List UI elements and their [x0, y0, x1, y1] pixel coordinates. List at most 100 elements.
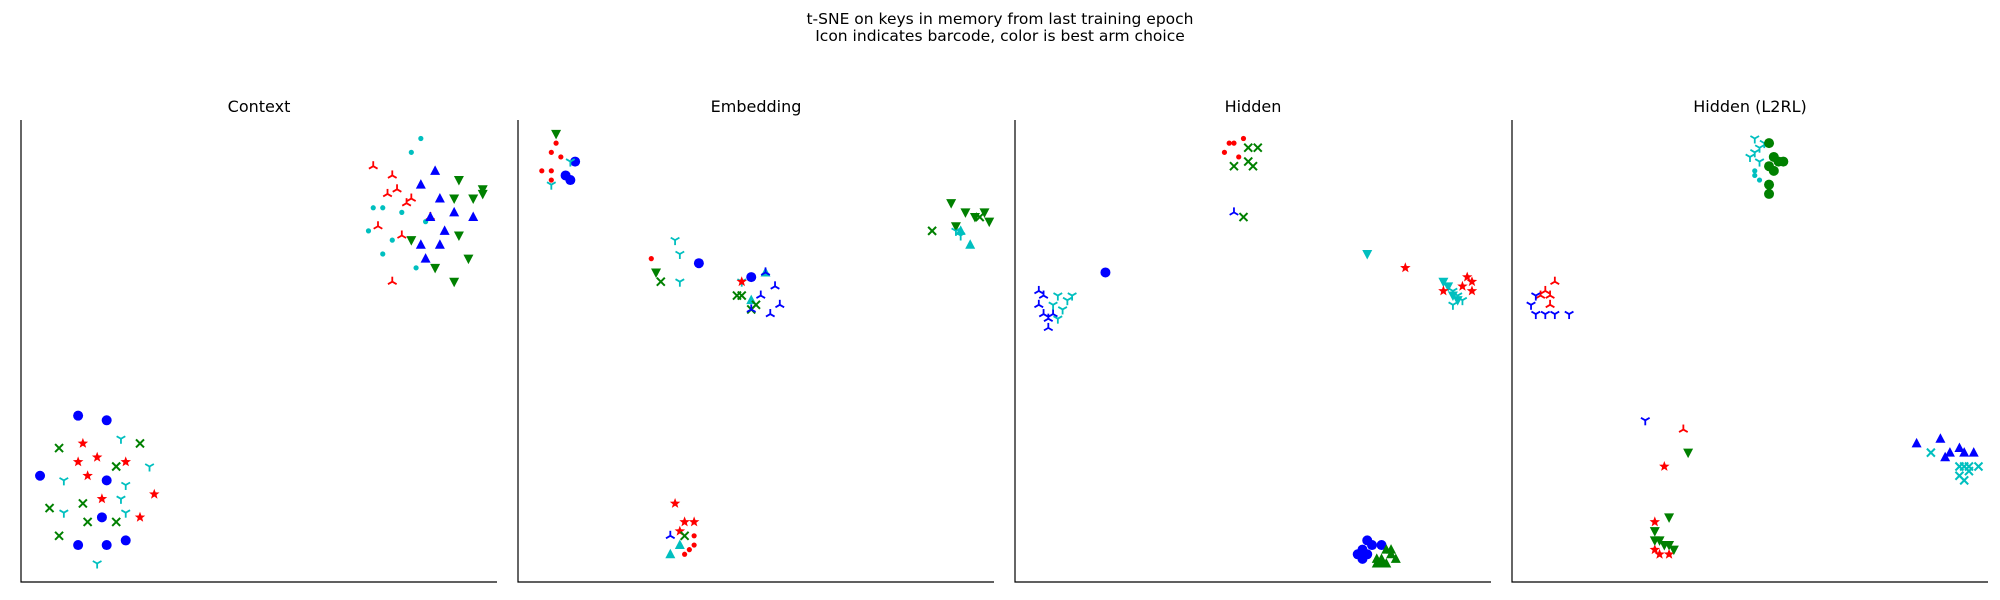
point-cyan-tri-down [1067, 292, 1077, 301]
point-cyan-triangle-down [1362, 249, 1373, 260]
point-green-x [111, 461, 121, 472]
point-green-x [656, 276, 666, 287]
point-cyan-triangle-up [674, 539, 685, 550]
point-cyan-tri-down [1053, 315, 1063, 324]
point-red-star [669, 498, 681, 508]
point-green-triangle-down [979, 208, 990, 218]
point-red-small-dot [682, 551, 688, 557]
point-green-triangle-down [449, 194, 460, 205]
point-red-tri-up [382, 188, 393, 198]
point-blue-tri-down [1531, 292, 1541, 301]
point-blue-tri-up [775, 299, 785, 309]
point-cyan-tri-down [1745, 153, 1755, 162]
point-green-triangle-down [453, 231, 464, 241]
point-red-tri-up [397, 230, 407, 239]
point-green-triangle-down [430, 263, 441, 274]
point-cyan-tri-down [120, 481, 131, 490]
scatter-points [1034, 135, 1478, 568]
point-red-small-dot [1226, 140, 1232, 146]
point-red-star [96, 493, 108, 504]
point-cyan-small-dot [399, 209, 405, 215]
point-cyan-small-dot [380, 251, 386, 257]
point-red-star [688, 516, 700, 527]
point-cyan-small-dot [380, 205, 386, 211]
point-red-star [149, 488, 160, 499]
point-red-small-dot [553, 140, 559, 146]
point-red-small-dot [691, 542, 697, 548]
point-red-tri-up [1678, 424, 1689, 433]
point-cyan-tri-down [1749, 135, 1760, 144]
point-blue-triangle-up [415, 179, 426, 189]
point-cyan-tri-down [670, 236, 680, 246]
point-cyan-triangle-up [955, 225, 966, 235]
point-red-star [1462, 271, 1473, 282]
point-cyan-tri-down [59, 509, 69, 518]
point-green-triangle-down [1649, 536, 1660, 546]
panel-hidden: Hidden [1014, 97, 1491, 583]
suptitle-line-1: t-SNE on keys in memory from last traini… [806, 10, 1193, 28]
point-blue-triangle-up [1935, 433, 1946, 443]
point-red-small-dot [686, 547, 692, 553]
point-cyan-tri-down [1448, 287, 1458, 296]
point-green-x [54, 443, 64, 453]
point-blue-tri-down [1640, 417, 1651, 426]
point-red-small-dot [539, 168, 545, 174]
point-red-star [134, 511, 146, 522]
point-green-triangle-up [1390, 553, 1401, 563]
point-red-tri-up [387, 170, 398, 179]
point-blue-circle [1376, 540, 1387, 551]
panel-title: Hidden (L2RL) [1693, 97, 1806, 116]
point-blue-circle [101, 540, 112, 551]
point-blue-tri-up [1048, 309, 1058, 318]
panel-context: Context [20, 97, 497, 583]
point-blue-tri-up [1034, 299, 1044, 309]
point-green-triangle-up [1381, 558, 1392, 568]
point-blue-circle [1367, 540, 1377, 551]
point-red-star [1400, 262, 1411, 273]
point-cyan-tri-down [1053, 292, 1063, 301]
point-blue-triangle-up [439, 225, 450, 235]
point-cyan-tri-down [1452, 292, 1463, 301]
point-cyan-triangle-down [1443, 282, 1454, 292]
point-blue-circle [73, 540, 84, 551]
point-blue-tri-up [1043, 322, 1054, 332]
point-green-x [82, 517, 93, 527]
axis-spines [1511, 120, 1988, 583]
point-blue-circle [96, 512, 107, 523]
point-green-triangle-down [960, 208, 971, 218]
point-blue-circle [120, 535, 131, 546]
point-blue-circle [565, 175, 576, 186]
point-blue-circle [570, 156, 581, 167]
point-blue-tri-up [1229, 207, 1239, 216]
point-red-tri-up [392, 184, 402, 193]
point-blue-triangle-up [449, 206, 460, 217]
point-green-triangle-down [1683, 448, 1694, 459]
point-red-star [1649, 544, 1660, 555]
point-blue-tri-down [1550, 310, 1560, 320]
point-red-tri-up [387, 276, 398, 285]
point-cyan-small-dot [365, 228, 372, 234]
point-blue-triangle-up [1959, 447, 1970, 457]
point-red-star [1649, 516, 1660, 527]
point-red-star [82, 470, 93, 481]
point-blue-triangle-up [425, 211, 436, 222]
point-blue-tri-up [1043, 313, 1054, 322]
point-blue-circle [1100, 267, 1111, 278]
axis-spines [20, 120, 497, 583]
point-cyan-small-dot [408, 149, 414, 155]
panel-title: Context [228, 97, 291, 116]
point-red-small-dot [1240, 135, 1247, 142]
point-green-x [1229, 161, 1239, 171]
point-cyan-x [1959, 461, 1969, 472]
point-green-triangle-down [1664, 513, 1675, 523]
point-red-tri-up [1545, 299, 1555, 309]
point-blue-triangle-up [1968, 447, 1979, 457]
point-blue-triangle-up [468, 211, 479, 222]
point-green-triangle-down [651, 268, 662, 278]
point-green-x [975, 212, 985, 222]
point-blue-tri-down [1540, 310, 1551, 320]
point-blue-triangle-up [434, 239, 445, 249]
point-red-star [736, 276, 747, 287]
point-green-triangle-down [477, 185, 488, 195]
